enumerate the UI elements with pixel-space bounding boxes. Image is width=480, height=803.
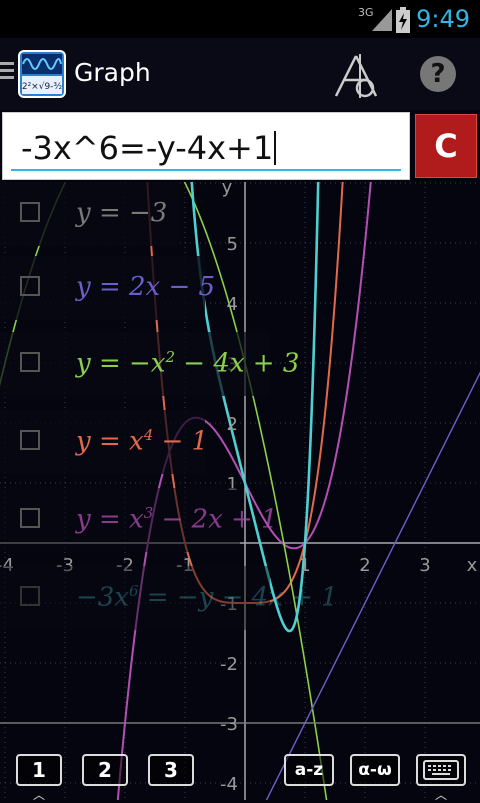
function-expr: x <box>129 426 144 457</box>
function-checkbox[interactable] <box>20 586 40 606</box>
function-exponent: 2 <box>165 348 176 366</box>
text-caret <box>274 131 277 165</box>
app-logo-icon[interactable]: 2²×√9-³⁄₂ <box>18 50 66 98</box>
function-label: y = −x2 − 4x + 3 <box>76 348 299 379</box>
function-expr-tail: − 1 <box>153 426 209 457</box>
function-expr-tail: − 4x + 3 <box>175 348 300 379</box>
x-tick-label: -1 <box>176 555 194 576</box>
keyboard-icon <box>423 760 459 780</box>
function-expr: −3 <box>129 198 168 228</box>
function-prefix: y = <box>76 348 130 379</box>
equation-input[interactable]: -3x^6=-y-4x+1 <box>2 112 410 180</box>
input-underline <box>11 169 401 171</box>
equation-value: -3x^6=-y-4x+1 <box>21 129 274 167</box>
keypad-1-button[interactable]: 1 <box>16 754 62 786</box>
function-prefix: y = <box>76 198 130 228</box>
greek-keyboard-button[interactable]: α-ω <box>350 754 400 786</box>
x-tick-label: 3 <box>419 555 430 576</box>
equation-text: -3x^6=-y-4x+1 <box>21 129 277 167</box>
x-tick-label: -2 <box>116 555 134 576</box>
app-title: Graph <box>74 58 151 87</box>
system-keyboard-button[interactable] <box>416 754 466 786</box>
function-checkbox[interactable] <box>20 202 40 222</box>
tick-labels: -4-3-2-112354321-1-2-3-4xy <box>0 182 478 795</box>
function-prefix: y = <box>76 272 130 302</box>
function-prefix: y = <box>76 504 130 535</box>
network-type: 3G <box>358 6 374 19</box>
function-prefix: y = <box>76 426 130 457</box>
y-tick-label: -4 <box>220 774 238 795</box>
menu-icon[interactable] <box>0 62 14 83</box>
chevron-up-icon: ︿ <box>33 788 46 802</box>
y-tick-label: 4 <box>227 294 238 315</box>
y-axis-label: y <box>222 182 233 198</box>
keypad-2-button[interactable]: 2 <box>82 754 128 786</box>
status-bar: 3G 9:49 <box>0 0 480 38</box>
function-row[interactable]: −3x6 = −y − 4x + 1 <box>0 566 338 630</box>
function-row[interactable]: y = −3 <box>0 182 180 246</box>
function-label: y = x3 − 2x + 1 <box>76 504 278 535</box>
function-row[interactable]: y = x3 − 2x + 1 <box>0 488 278 552</box>
y-tick-label: -2 <box>220 654 238 675</box>
function-row[interactable]: y = −x2 − 4x + 3 <box>0 332 299 396</box>
function-expr: x <box>129 504 144 535</box>
y-tick-label: 5 <box>227 234 238 255</box>
function-expr: 2x − 5 <box>129 272 216 302</box>
y-tick-label: -3 <box>220 714 238 735</box>
function-exponent: 3 <box>143 504 154 522</box>
keypad-3-button[interactable]: 3 <box>148 754 194 786</box>
function-label: y = −3 <box>76 198 167 228</box>
x-tick-label: 1 <box>299 555 310 576</box>
help-button[interactable]: ? <box>420 56 456 92</box>
equation-input-row: -3x^6=-y-4x+1 C <box>0 110 480 182</box>
clock: 9:49 <box>416 5 470 33</box>
function-checkbox[interactable] <box>20 276 40 296</box>
latin-keyboard-button[interactable]: a-z <box>284 754 334 786</box>
geometry-icon[interactable] <box>330 50 382 102</box>
x-tick-label: -3 <box>56 555 74 576</box>
x-axis-label: x <box>467 555 478 576</box>
svg-text:2²×√9-³⁄₂: 2²×√9-³⁄₂ <box>22 81 63 92</box>
function-exponent: 6 <box>129 582 139 600</box>
function-exponent: 4 <box>143 426 154 444</box>
chevron-up-icon: ︿ <box>435 788 448 802</box>
y-tick-label: -1 <box>220 594 238 615</box>
function-checkbox[interactable] <box>20 508 40 528</box>
function-expr: −x <box>129 348 166 379</box>
x-tick-label: -4 <box>0 555 14 576</box>
function-expr-tail: = −y − 4x + 1 <box>138 582 338 613</box>
signal-icon <box>372 9 392 31</box>
action-bar: 2²×√9-³⁄₂ Graph ? <box>0 38 480 110</box>
y-tick-label: 2 <box>227 414 238 435</box>
y-tick-label: 1 <box>227 474 238 495</box>
function-label: y = x4 − 1 <box>76 426 208 457</box>
function-row[interactable]: y = 2x − 5 <box>0 256 215 320</box>
function-label: y = 2x − 5 <box>76 272 215 302</box>
function-row[interactable]: y = x4 − 1 <box>0 410 208 474</box>
function-checkbox[interactable] <box>20 352 40 372</box>
battery-charging-icon <box>396 7 410 33</box>
function-expr-tail: − 2x + 1 <box>153 504 278 535</box>
function-label: −3x6 = −y − 4x + 1 <box>76 582 338 613</box>
function-checkbox[interactable] <box>20 430 40 450</box>
clear-button[interactable]: C <box>415 114 477 178</box>
x-tick-label: 2 <box>359 555 370 576</box>
curve-line <box>265 371 480 800</box>
function-expr: −3x <box>76 582 129 613</box>
